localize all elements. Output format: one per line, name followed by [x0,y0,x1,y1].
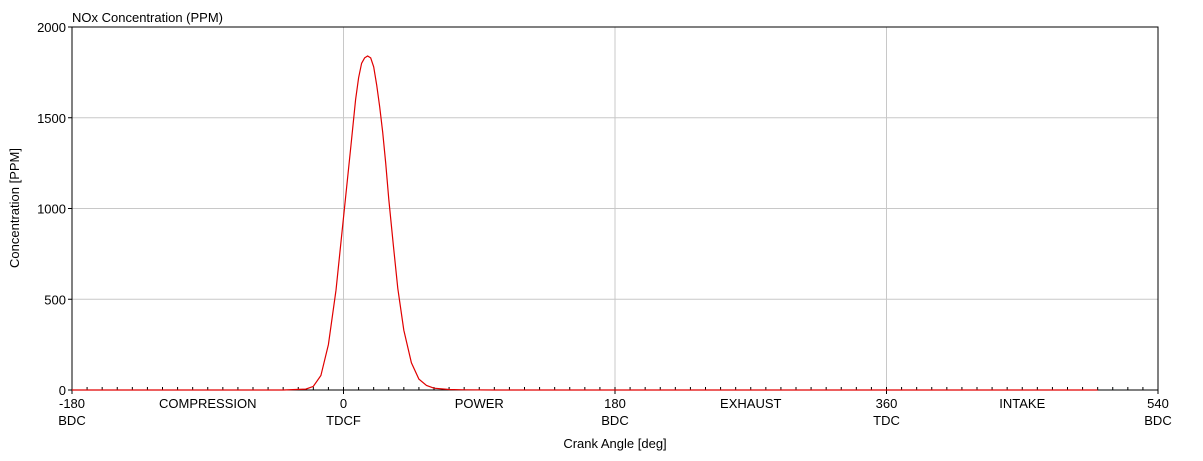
y-tick-label: 1000 [37,202,66,217]
x-tick-label: 180 [604,396,626,411]
x-tick-label: -180 [59,396,85,411]
y-tick-labels: 0 500 1000 1500 2000 [37,20,72,398]
y-tick-label: 0 [59,383,66,398]
phase-label: POWER [455,396,504,411]
nox-series-line [72,55,1098,391]
grid-lines [72,27,1158,390]
phase-label: EXHAUST [720,396,781,411]
x-tick-sublabel: TDCF [326,413,361,428]
series-layer [72,55,1098,391]
x-tick-label: 540 [1147,396,1169,411]
x-tick-label: 360 [876,396,898,411]
x-tick-sublabel: TDC [873,413,900,428]
y-tick-label: 1500 [37,111,66,126]
phase-label: COMPRESSION [159,396,257,411]
x-tick-label: 0 [340,396,347,411]
x-axis-label: Crank Angle [deg] [563,436,666,451]
x-tick-labels: -180 BDC 0 TDCF 180 BDC 360 TDC 540 BDC [58,390,1172,428]
x-tick-sublabel: BDC [1144,413,1171,428]
y-tick-label: 500 [44,292,66,307]
phase-label: INTAKE [999,396,1045,411]
x-tick-sublabel: BDC [601,413,628,428]
x-tick-sublabel: BDC [58,413,85,428]
phase-labels: COMPRESSION POWER EXHAUST INTAKE [159,396,1046,411]
y-axis-label: Concentration [PPM] [7,148,22,268]
chart-title: NOx Concentration (PPM) [72,10,223,25]
y-tick-label: 2000 [37,20,66,35]
